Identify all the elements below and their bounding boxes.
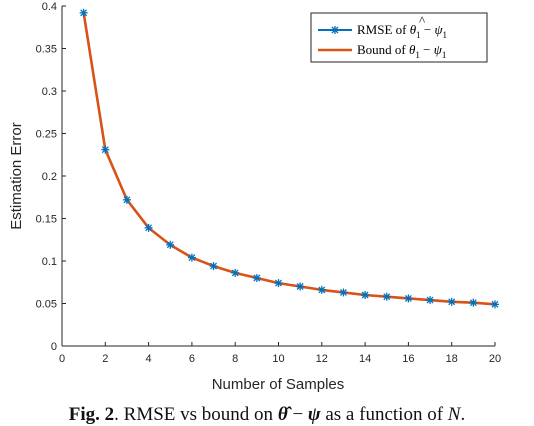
- rmse-marker: [296, 282, 305, 291]
- y-tick-label: 0.15: [36, 214, 57, 226]
- rmse-marker: [166, 240, 175, 249]
- series-layer: [79, 8, 499, 309]
- x-tick-label: 0: [59, 353, 65, 365]
- x-tick-label: 4: [146, 353, 152, 365]
- x-tick-label: 20: [489, 353, 501, 365]
- y-tick-label: 0.4: [42, 1, 57, 13]
- rmse-marker: [339, 288, 348, 297]
- x-ticks: 0 2 4 6 8 10 12 14 16 18 20: [59, 342, 501, 365]
- rmse-marker: [79, 8, 88, 17]
- y-tick-label: 0.2: [42, 171, 57, 183]
- y-tick-label: 0.25: [36, 129, 57, 141]
- rmse-marker: [144, 223, 153, 232]
- x-tick-label: 2: [102, 353, 108, 365]
- caption-text-2: as a function of: [320, 404, 448, 425]
- caption-n: N: [447, 404, 461, 425]
- legend-hat-rmse: ^: [419, 13, 425, 28]
- caption-end: .: [460, 404, 466, 425]
- rmse-marker: [252, 274, 261, 282]
- legend: RMSE of θ1 − ψ1 ^ Bound of θ1 − ψ1: [310, 12, 488, 63]
- x-tick-label: 12: [316, 353, 328, 365]
- caption-psi: ψ: [307, 404, 321, 425]
- caption-minus: −: [287, 404, 308, 425]
- y-tick-label: 0.3: [42, 86, 57, 98]
- rmse-marker: [491, 300, 499, 309]
- rmse-marker: [122, 195, 131, 204]
- rmse-marker: [447, 297, 456, 306]
- rmse-marker: [469, 298, 478, 307]
- legend-label-rmse: RMSE of θ1 − ψ1: [357, 22, 447, 40]
- legend-marker-rmse: [331, 26, 339, 34]
- x-tick-label: 6: [189, 353, 195, 365]
- y-tick-label: 0: [51, 341, 57, 353]
- y-ticks: 0 0.05 0.1 0.15 0.2 0.25 0.3 0.35 0.4: [36, 1, 66, 353]
- rmse-marker: [187, 253, 196, 262]
- legend-label-bound: Bound of θ1 − ψ1: [357, 42, 446, 60]
- x-tick-label: 14: [359, 353, 371, 365]
- figure-caption: Fig. 2. RMSE vs bound on θ̂ − ψ as a fun…: [0, 404, 534, 426]
- x-axis-label: Number of Samples: [212, 376, 345, 393]
- x-tick-label: 18: [446, 353, 458, 365]
- rmse-marker: [231, 268, 240, 277]
- rmse-marker: [404, 294, 413, 303]
- rmse-marker: [274, 279, 283, 288]
- y-axis-label: Estimation Error: [8, 122, 25, 230]
- caption-label: Fig. 2: [68, 404, 115, 425]
- x-tick-label: 10: [272, 353, 284, 365]
- rmse-marker: [361, 291, 370, 299]
- x-tick-label: 16: [402, 353, 414, 365]
- y-tick-label: 0.35: [36, 44, 57, 56]
- caption-text-1: . RMSE vs bound on: [114, 404, 278, 425]
- rmse-marker: [209, 262, 218, 271]
- rmse-marker: [317, 285, 326, 294]
- caption-theta: θ̂: [277, 404, 288, 425]
- x-tick-label: 8: [232, 353, 238, 365]
- rmse-marker: [426, 296, 435, 305]
- y-tick-label: 0.1: [42, 256, 57, 268]
- y-tick-label: 0.05: [36, 299, 57, 311]
- rmse-marker: [101, 145, 110, 154]
- legend-box: [310, 12, 488, 63]
- rmse-marker: [382, 292, 391, 301]
